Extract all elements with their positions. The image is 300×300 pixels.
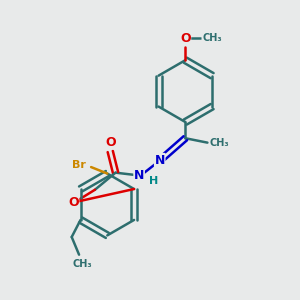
Text: N: N (154, 154, 165, 166)
Text: N: N (134, 169, 144, 182)
Text: O: O (180, 32, 190, 45)
Text: Br: Br (72, 160, 86, 170)
Text: CH₃: CH₃ (72, 259, 92, 269)
Text: O: O (68, 196, 79, 209)
Text: CH₃: CH₃ (202, 33, 222, 43)
Text: O: O (105, 136, 116, 149)
Text: H: H (149, 176, 158, 186)
Text: CH₃: CH₃ (210, 138, 230, 148)
